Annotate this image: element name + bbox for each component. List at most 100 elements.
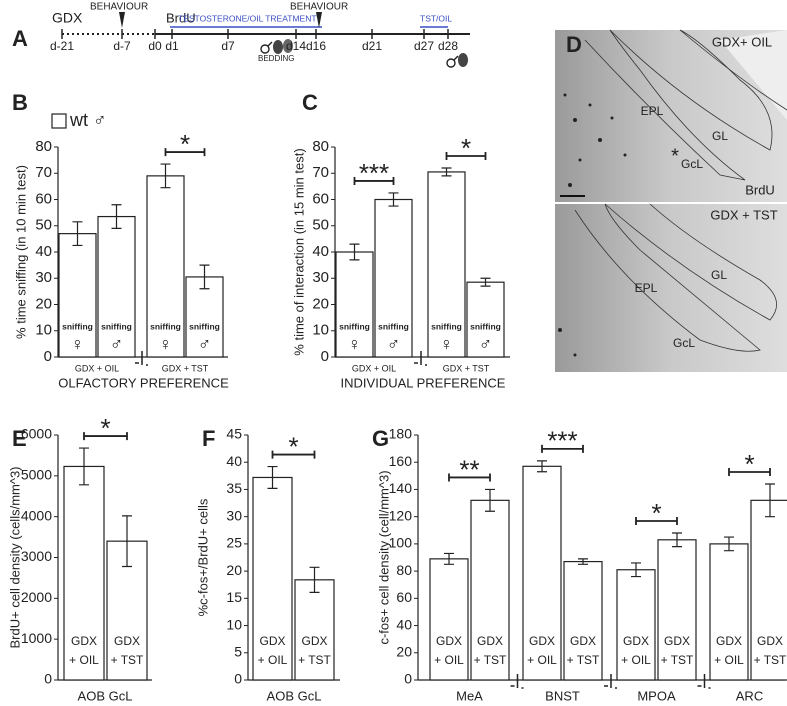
panel-label: F [202,426,215,451]
panel-label: A [12,26,28,51]
y-tick-label: 80 [312,138,329,155]
region-label: EPL [641,104,664,118]
bar [750,499,787,681]
y-tick-label: 45 [226,426,242,442]
error-bar [631,562,641,578]
y-tick-label: 10 [226,616,242,632]
y-tick-label: 15 [226,589,242,605]
micrograph-bottom [555,204,787,372]
y-tick-label: 50 [35,217,52,234]
bar-label: + OIL [69,653,99,667]
day-label: d1 [165,39,179,53]
significance-label: * [651,498,661,528]
bar [466,281,505,358]
significance-label: * [288,431,298,461]
bar-label: + TST [474,653,507,667]
y-tick-label: 30 [35,269,52,286]
significance-bracket [353,176,395,185]
day-label: d-7 [113,39,131,53]
y-tick-label: 4000 [21,507,52,523]
y-tick-label: 10 [35,322,52,339]
stain-label: BrdU [745,182,775,197]
error-bar [672,532,682,548]
error-bar [267,465,278,489]
significance-label: * [180,129,190,159]
y-tick-label: 5000 [21,467,52,483]
y-axis-label: %c-fos+/BrdU+ cells [195,498,210,616]
panel-label: C [302,90,318,115]
significance-label: * [100,413,110,443]
region-label: GL [711,268,727,282]
error-bar [160,163,171,189]
bar-label: + TST [661,653,694,667]
y-tick-label: 20 [396,643,412,659]
y-tick-label: 40 [226,453,242,469]
bar-label: GDX [259,634,285,648]
error-bar [765,483,775,518]
group-label: BNST [545,688,580,703]
micrograph-title: GDX+ OIL [712,34,772,49]
bar-label: GDX [301,634,327,648]
bar-label: GDX [114,634,140,648]
bar [58,233,97,358]
bar-label: sniffing [339,321,370,331]
day-label: d0 [148,39,162,53]
bar-label: ♂ [198,334,212,354]
y-tick-label: 100 [389,535,413,551]
bar [427,171,466,358]
bar-label: ♀ [71,334,85,354]
bar-label: + OIL [527,653,557,667]
y-tick-label: 120 [389,507,413,523]
y-tick-label: 0 [44,348,52,365]
region-label: GcL [673,336,695,350]
panel-label: D [566,32,582,57]
bar-label: GDX [71,634,97,648]
y-tick-label: 30 [226,507,242,523]
day-label: d-21 [50,39,74,53]
significance-bracket [271,450,316,459]
y-tick-label: 60 [396,589,412,605]
bar-label: sniffing [150,321,181,331]
treatment-label: TESTOSTERONE/OIL TREATMENT [178,13,317,23]
error-bar [72,221,83,247]
bar-label: + TST [111,653,144,667]
event-label: BEHAVIOUR [290,2,348,13]
bar-label: + OIL [621,653,651,667]
y-tick-label: 35 [226,480,242,496]
y-tick-label: 2000 [21,589,52,605]
bar-label: sniffing [101,321,132,331]
x-axis-label: OLFACTORY PREFERENCE [58,375,229,390]
group-label: GDX + TST [162,363,209,373]
bar-label: GDX [570,634,596,648]
day-label: d14 [286,39,306,53]
bar-label: GDX [664,634,690,648]
bar [374,198,413,358]
y-tick-label: 10 [312,322,329,339]
significance-bracket [164,148,206,157]
bar-label: + OIL [714,653,744,667]
y-tick-label: 1000 [21,630,52,646]
y-tick-label: 160 [389,453,413,469]
region-label: GL [712,129,728,143]
day-label: d7 [221,39,235,53]
y-tick-label: 60 [35,190,52,207]
bar [563,560,603,681]
region-label: EPL [635,281,658,295]
y-tick-label: 40 [396,616,412,632]
legend-swatch [51,113,67,129]
y-axis-label: % time sniffing (in 10 min test) [13,165,28,339]
group-separator [510,674,524,689]
error-bar [199,264,210,290]
y-tick-label: 80 [396,562,412,578]
bar [709,543,749,681]
day-label: d21 [362,39,382,53]
group-label: MeA [456,688,483,703]
error-bar [444,552,454,565]
day-label: d16 [306,39,326,53]
bar [185,276,224,358]
significance-label: * [744,449,754,479]
timeline [62,12,470,68]
error-bar [480,277,491,287]
group-separator [135,351,148,366]
